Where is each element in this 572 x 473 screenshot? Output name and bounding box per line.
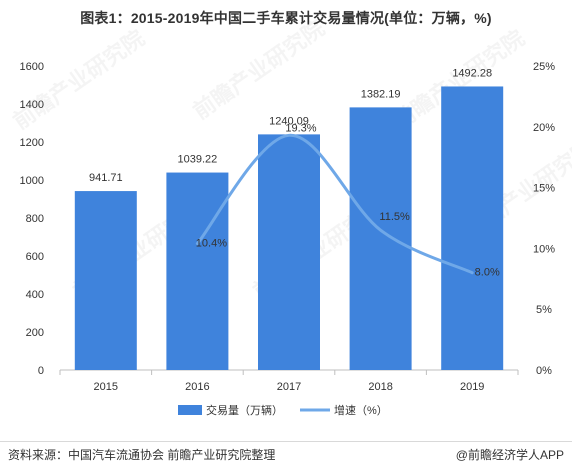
y2-tick-label: 0% [536, 365, 552, 377]
y2-tick-label: 25% [533, 61, 555, 73]
line-value-label: 10.4% [196, 238, 227, 250]
legend: 交易量（万辆） 增速（%） [178, 403, 388, 417]
bar-value-label: 1240.09 [269, 115, 309, 127]
y2-tick-label: 5% [536, 304, 552, 316]
y-tick-label: 200 [26, 327, 44, 339]
x-tick-label: 2015 [94, 381, 118, 393]
brand-credit: @前瞻经济学人APP [455, 448, 564, 462]
bar [166, 172, 229, 370]
legend-bar-swatch [178, 405, 202, 415]
x-tick-label: 2019 [460, 381, 484, 393]
line-value-label: 8.0% [475, 267, 500, 279]
y2-tick-label: 10% [533, 243, 555, 255]
watermark-text: 前瞻产业研究院 [189, 15, 330, 124]
bar-layer [74, 86, 504, 370]
bar [349, 107, 412, 370]
y-tick-label: 0 [38, 365, 44, 377]
bar [74, 191, 137, 370]
source-note: 资料来源：中国汽车流通协会 前瞻产业研究院整理 [8, 448, 276, 462]
legend-bar-label: 交易量（万辆） [206, 403, 283, 417]
label-layer: 941.71 1039.22 1240.09 1382.19 1492.28 10.4% 1… [89, 67, 500, 278]
x-tick-label: 2016 [185, 381, 209, 393]
line-value-label: 11.5% [379, 211, 410, 223]
axis-layer: 0 200 400 600 800 1000 1200 1400 1600 0% 5% 10% 15% 2… [20, 61, 556, 393]
y-tick-label: 1200 [20, 137, 44, 149]
y-tick-label: 1400 [20, 99, 44, 111]
bar [441, 86, 504, 370]
growth-rate-line [195, 133, 474, 275]
bar [258, 134, 320, 370]
y-tick-label: 1600 [20, 61, 44, 73]
bar-value-label: 941.71 [89, 172, 123, 184]
bar-value-label: 1492.28 [452, 67, 492, 79]
footer-divider [0, 441, 572, 442]
y-tick-label: 1000 [20, 175, 44, 187]
y-tick-label: 600 [26, 251, 44, 263]
line-layer [195, 133, 474, 275]
line-value-label: 19.3% [285, 122, 316, 134]
legend-line-label: 增速（%） [334, 403, 388, 417]
x-tick-label: 2017 [277, 381, 301, 393]
y-tick-label: 400 [26, 289, 44, 301]
y2-tick-label: 15% [533, 183, 555, 195]
bar-value-label: 1382.19 [361, 88, 401, 100]
y2-tick-label: 20% [533, 122, 555, 134]
chart-title: 图表1：2015-2019年中国二手车累计交易量情况(单位：万辆，%) [80, 10, 492, 26]
y-tick-label: 800 [26, 213, 44, 225]
watermark-text: 前瞻产业研究院 [9, 25, 150, 134]
x-tick-label: 2018 [368, 381, 392, 393]
bar-value-label: 1039.22 [178, 154, 218, 166]
